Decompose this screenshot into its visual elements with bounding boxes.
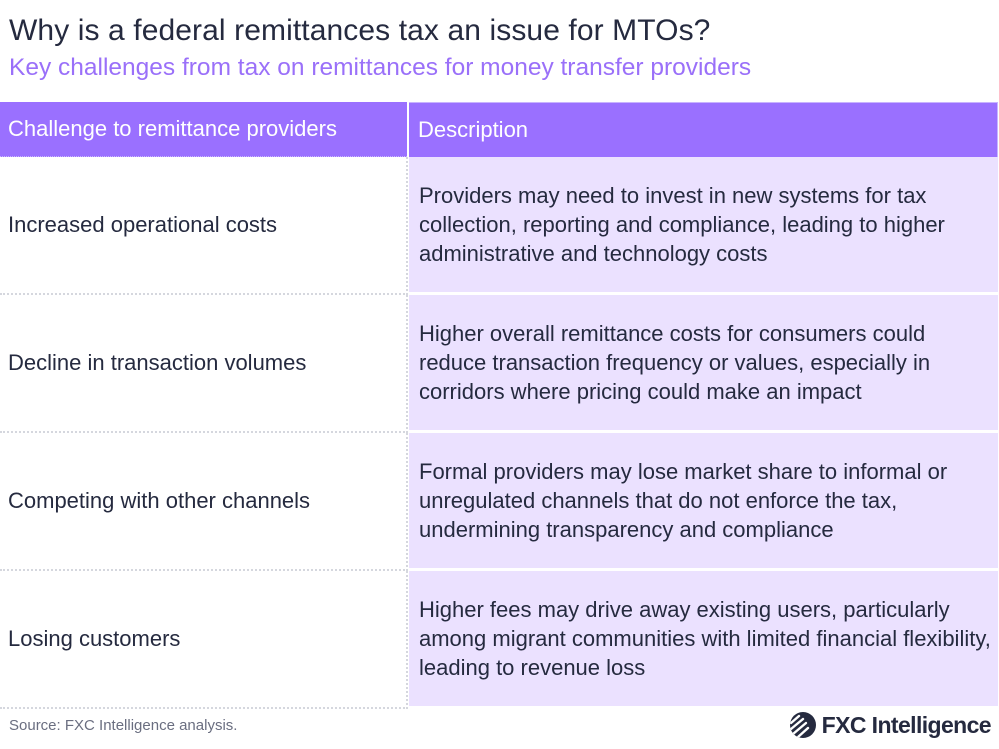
table-row: Increased operational costs Providers ma… — [0, 157, 998, 295]
table-row: Decline in transaction volumes Higher ov… — [0, 295, 998, 433]
table-header-row: Challenge to remittance providers Descri… — [0, 102, 998, 157]
challenge-cell: Increased operational costs — [0, 157, 408, 295]
description-cell: Providers may need to invest in new syst… — [409, 157, 998, 295]
description-cell: Higher fees may drive away existing user… — [409, 571, 998, 709]
challenge-cell: Losing customers — [0, 571, 408, 709]
fxc-logo: FXC Intelligence — [789, 711, 992, 739]
page-subtitle: Key challenges from tax on remittances f… — [9, 54, 752, 81]
column-gap — [407, 102, 409, 157]
table-row: Competing with other channels Formal pro… — [0, 433, 998, 571]
table-row: Losing customers Higher fees may drive a… — [0, 571, 998, 709]
description-cell: Formal providers may lose market share t… — [409, 433, 998, 571]
column-header-description: Description — [409, 102, 998, 157]
fxc-globe-icon — [789, 712, 816, 738]
challenges-table: Challenge to remittance providers Descri… — [0, 102, 998, 709]
source-note: Source: FXC Intelligence analysis. — [9, 717, 238, 734]
challenge-cell: Competing with other channels — [0, 433, 408, 571]
logo-text: FXC Intelligence — [821, 711, 992, 738]
description-cell: Higher overall remittance costs for cons… — [409, 295, 998, 433]
column-header-challenge: Challenge to remittance providers — [0, 102, 407, 157]
page-title: Why is a federal remittances tax an issu… — [9, 14, 711, 47]
challenge-cell: Decline in transaction volumes — [0, 295, 408, 433]
